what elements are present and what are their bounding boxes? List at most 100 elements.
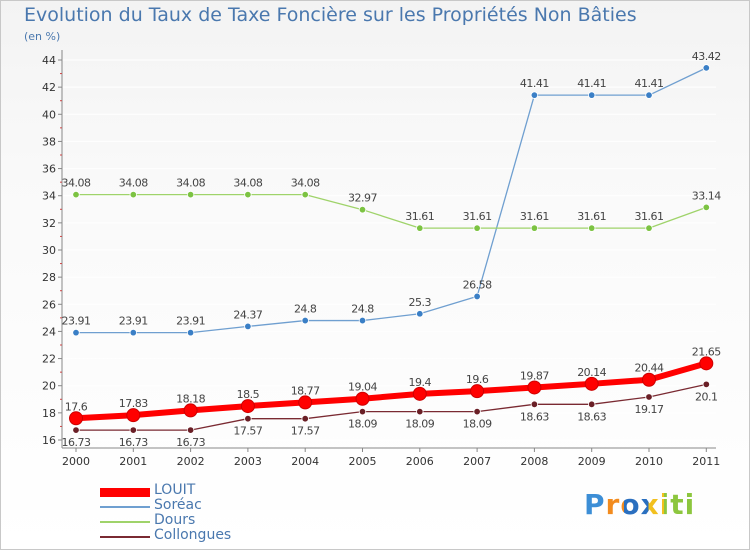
data-point-sor-ac: [244, 322, 252, 331]
series-line-dours: [75, 193, 707, 229]
data-label-collongues: 18.09: [348, 418, 377, 431]
legend-swatch-collongues: [100, 536, 150, 538]
data-point-louit: [642, 372, 656, 387]
data-label-collongues: 16.73: [119, 436, 148, 449]
data-point-sor-ac: [473, 292, 481, 301]
y-tick-label: 24: [42, 325, 56, 338]
data-label-dours: 34.08: [291, 177, 320, 190]
data-label-collongues: 16.73: [62, 436, 91, 449]
data-point-collongues: [702, 380, 710, 389]
data-point-dours: [72, 190, 80, 199]
y-tick-label: 18: [42, 407, 56, 420]
series-line-sor-ac: [75, 67, 707, 334]
data-point-collongues: [530, 400, 539, 409]
legend-label-collongues: Collongues: [154, 527, 232, 543]
data-label-sor-ac: 23.91: [62, 315, 91, 328]
y-axis-ticks: 16 18 20 22 24 26 28 30 32 34 36 38 40 42 44: [42, 54, 62, 447]
data-label-louit: 17.83: [119, 397, 148, 410]
data-label-collongues: 18.09: [405, 418, 434, 431]
x-tick-label: 2002: [177, 455, 205, 468]
data-label-louit: 19.87: [520, 369, 549, 382]
x-axis-ticks: 2000 2001 2002 2003 2004 2005 2006 2007 2008 2009…: [62, 448, 720, 468]
y-tick-label: 36: [42, 163, 56, 176]
data-label-sor-ac: 25.3: [409, 296, 432, 309]
y-tick-label: 22: [42, 353, 56, 366]
data-label-collongues: 16.73: [176, 436, 205, 449]
data-point-louit: [183, 403, 198, 418]
data-label-dours: 31.61: [577, 210, 606, 223]
data-point-louit: [584, 376, 599, 391]
data-label-dours: 31.61: [635, 210, 664, 223]
data-label-louit: 17.6: [65, 400, 88, 413]
y-tick-label: 20: [42, 380, 56, 393]
grid-lines: [62, 59, 716, 441]
data-point-collongues: [72, 426, 80, 434]
data-point-dours: [588, 224, 596, 232]
data-label-collongues: 19.17: [635, 403, 664, 416]
data-label-dours: 34.08: [119, 177, 148, 190]
data-label-dours: 31.61: [405, 210, 434, 223]
data-point-collongues: [358, 407, 367, 416]
data-point-sor-ac: [186, 328, 195, 337]
data-point-sor-ac: [588, 91, 596, 99]
x-tick-label: 2005: [349, 455, 377, 468]
data-label-sor-ac: 24.37: [233, 308, 262, 321]
legend-swatch-louit: [100, 488, 150, 497]
data-label-sor-ac: 24.8: [351, 303, 374, 316]
data-point-collongues: [473, 407, 481, 416]
data-point-collongues: [186, 426, 195, 434]
legend-label-dours: Dours: [154, 512, 196, 528]
legend-label-sor-ac: Soréac: [154, 497, 202, 513]
data-label-dours: 33.14: [692, 189, 721, 202]
data-point-sor-ac: [358, 316, 367, 325]
series-line-louit: [73, 360, 710, 422]
data-point-collongues: [129, 426, 137, 434]
data-label-sor-ac: 24.8: [294, 303, 317, 316]
data-point-dours: [530, 224, 539, 232]
data-point-louit: [470, 384, 485, 399]
x-tick-label: 2010: [635, 455, 663, 468]
data-label-sor-ac: 41.41: [520, 77, 549, 90]
legend-label-louit: LOUIT: [154, 482, 196, 498]
data-label-sor-ac: 41.41: [635, 77, 664, 90]
axes: [61, 50, 716, 449]
y-tick-label: 16: [42, 434, 56, 447]
y-tick-label: 40: [42, 108, 56, 121]
data-point-sor-ac: [530, 91, 539, 99]
x-tick-label: 2009: [578, 455, 606, 468]
data-point-collongues: [645, 393, 653, 401]
data-label-louit: 18.5: [237, 388, 260, 401]
x-tick-label: 2004: [291, 455, 319, 468]
data-point-sor-ac: [702, 64, 710, 72]
data-label-dours: 31.61: [463, 210, 492, 223]
data-label-louit: 19.4: [409, 376, 432, 389]
data-point-collongues: [244, 414, 252, 423]
data-point-louit: [527, 380, 542, 395]
data-label-collongues: 17.57: [291, 425, 320, 438]
data-point-dours: [702, 203, 710, 212]
data-point-louit: [69, 411, 83, 426]
data-point-dours: [244, 190, 252, 199]
series-group: [69, 64, 714, 434]
data-label-collongues: 18.63: [577, 410, 606, 423]
page-title: Evolution du Taux de Taxe Foncière sur l…: [24, 4, 637, 26]
x-tick-label: 2000: [62, 455, 90, 468]
legend-swatch-dours: [100, 521, 150, 523]
data-point-louit: [240, 399, 255, 414]
data-point-dours: [301, 190, 309, 199]
data-label-dours: 31.61: [520, 210, 549, 223]
data-label-louit: 18.18: [176, 392, 205, 405]
x-tick-label: 2007: [463, 455, 491, 468]
data-label-sor-ac: 23.91: [119, 315, 148, 328]
data-label-dours: 34.08: [176, 177, 205, 190]
data-label-louit: 20.44: [635, 362, 664, 375]
y-tick-label: 32: [42, 217, 56, 230]
data-point-sor-ac: [416, 310, 424, 318]
data-point-sor-ac: [645, 91, 653, 99]
data-label-collongues: 20.1: [695, 390, 718, 403]
y-tick-label: 34: [42, 190, 56, 203]
data-point-louit: [355, 391, 370, 406]
data-label-collongues: 17.57: [233, 425, 262, 438]
